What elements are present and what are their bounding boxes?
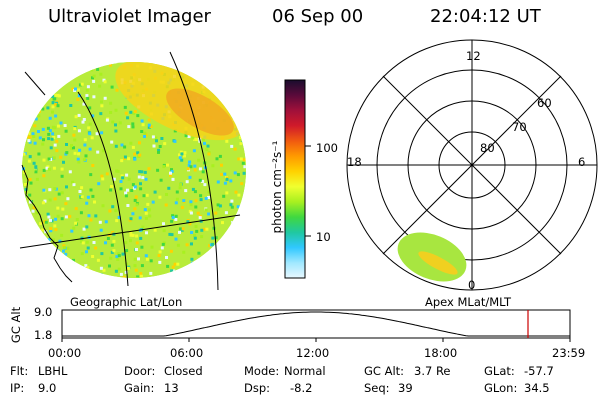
mlat-label-80: 80	[480, 141, 495, 155]
polar-plot	[346, 39, 598, 291]
door-label: Door:	[124, 364, 156, 378]
mlat-label-60: 60	[537, 96, 552, 110]
colorbar-label-10: 10	[316, 230, 331, 244]
dsp-label: Dsp:	[244, 381, 271, 395]
geographic-grid	[19, 51, 241, 291]
seq-value: 39	[398, 381, 413, 395]
mlt-label-18: 18	[347, 155, 362, 169]
mode-label: Mode:	[244, 364, 280, 378]
mlt-label-12: 12	[466, 49, 481, 63]
auroral-image-disk	[19, 51, 246, 291]
time-tick-1200: 12:00	[296, 346, 330, 360]
coastline	[21, 164, 73, 283]
altitude-curve	[62, 311, 570, 337]
altitude-plot	[61, 309, 571, 342]
time-tick-1800: 18:00	[424, 346, 458, 360]
alt-tick-9: 9.0	[34, 305, 53, 319]
glon-label: GLon:	[484, 381, 518, 395]
gc-alt-axis-label: GC Alt	[9, 306, 23, 344]
ip-label: IP:	[10, 381, 25, 395]
glat-label: GLat:	[484, 364, 515, 378]
gcalt-value: 3.7 Re	[414, 364, 451, 378]
gcalt-label: GC Alt:	[364, 364, 405, 378]
door-value: Closed	[164, 364, 203, 378]
date-label: 06 Sep 00	[272, 6, 364, 27]
flt-label: Flt:	[10, 364, 29, 378]
time-tick-0000: 00:00	[48, 346, 82, 360]
glon-value: 34.5	[524, 381, 550, 395]
flt-value: LBHL	[38, 364, 68, 378]
seq-label: Seq:	[364, 381, 390, 395]
mode-value: Normal	[284, 364, 326, 378]
dsp-value: -8.2	[290, 381, 313, 395]
apex-label: Apex MLat/MLT	[425, 295, 512, 309]
gain-value: 13	[164, 381, 179, 395]
meridian-diag2	[382, 75, 562, 255]
colorbar-label-100: 100	[316, 141, 338, 155]
glat-value: -57.7	[524, 364, 554, 378]
instrument-title: Ultraviolet Imager	[48, 6, 211, 27]
time-tick-0600: 06:00	[170, 346, 204, 360]
time-tick-2359: 23:59	[552, 346, 586, 360]
time-label: 22:04:12 UT	[430, 6, 541, 27]
ip-value: 9.0	[38, 381, 57, 395]
mlat-label-70: 70	[512, 120, 527, 134]
gain-label: Gain:	[124, 381, 155, 395]
auroral-oval	[397, 232, 467, 282]
mlt-label-6: 6	[578, 155, 586, 169]
colorbar	[284, 79, 306, 279]
geographic-label: Geographic Lat/Lon	[70, 295, 183, 309]
mlt-label-0: 0	[468, 278, 476, 292]
colorbar-unit-label: photon cm⁻²s⁻¹	[270, 140, 284, 234]
alt-tick-1-8: 1.8	[34, 328, 53, 342]
